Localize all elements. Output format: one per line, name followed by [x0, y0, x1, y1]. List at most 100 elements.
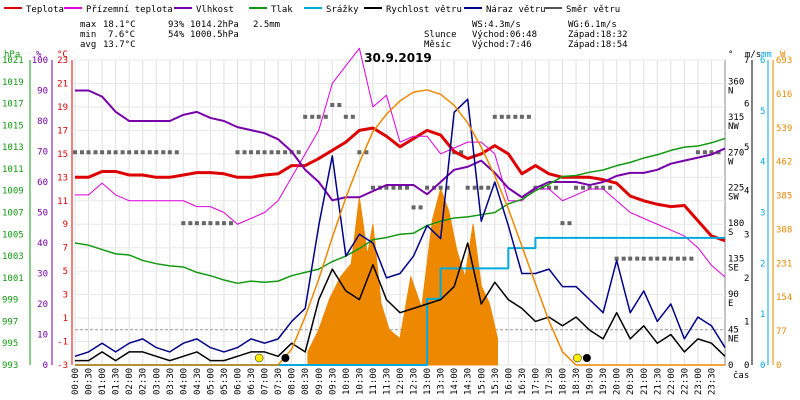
wind-dir-point	[249, 150, 254, 155]
wind-dir-point	[608, 185, 613, 190]
wind-dir-point	[486, 185, 491, 190]
x-tick-label: 06:30	[247, 368, 257, 395]
wind-dir-point	[655, 256, 660, 261]
dir-tick-name: W	[728, 157, 734, 167]
stat-avg-label: avg	[80, 40, 96, 50]
wind-dir-point	[479, 185, 484, 190]
wind-dir-point	[574, 185, 579, 190]
stat-min-press: 1000.5hPa	[190, 30, 239, 40]
x-tick-label: 20:00	[613, 368, 623, 395]
wind-dir-point	[256, 150, 261, 155]
dir-tick-name: S	[728, 228, 733, 238]
temp-tick-label: 5	[63, 267, 68, 277]
mm-tick-label: 1	[760, 310, 765, 320]
series-line-rychlost-větru	[75, 242, 726, 362]
x-tick-label: 18:00	[559, 368, 569, 395]
x-tick-label: 15:30	[491, 368, 501, 395]
wind-dir-point	[695, 150, 700, 155]
hpa-tick-label: 1007	[2, 209, 24, 219]
wind-dir-point	[228, 221, 233, 226]
x-tick-label: 21:00	[640, 368, 650, 395]
legend-label: Srážky	[326, 5, 359, 15]
x-tick-label: 03:00	[152, 368, 162, 395]
wind-dir-point	[269, 150, 274, 155]
wind-dir-point	[492, 114, 497, 119]
wind-dir-point	[120, 150, 125, 155]
wind-dir-point	[140, 150, 145, 155]
wind-dir-point	[567, 221, 572, 226]
series-line-přízemní-teplota	[75, 47, 726, 278]
temp-tick-label: -1	[57, 338, 68, 348]
unit-label-mm: mm	[761, 50, 772, 60]
wind-dir-point	[100, 150, 105, 155]
wind-dir-point	[641, 256, 646, 261]
x-tick-label: 10:30	[355, 368, 365, 395]
wind-dir-point	[174, 150, 179, 155]
wind-dir-point	[215, 221, 220, 226]
unit-label-hum: %	[36, 50, 42, 60]
wpm-tick-label: 154	[776, 293, 792, 303]
wind-dir-point	[709, 150, 714, 155]
wind-dir-point	[445, 185, 450, 190]
grid	[74, 59, 726, 366]
moon-marker	[281, 354, 290, 362]
sun-set: Západ:18:32	[568, 30, 628, 40]
x-tick-label: 07:30	[274, 368, 284, 395]
hum-tick-label: 10	[37, 331, 48, 341]
legend-label: Náraz větru	[486, 5, 546, 15]
x-tick-label: 14:00	[450, 368, 460, 395]
moon-rise: Východ:7:46	[472, 40, 532, 50]
ms-tick-label: 5	[744, 143, 749, 153]
ms-tick-label: 7	[744, 56, 749, 66]
wind-dir-point	[370, 185, 375, 190]
series-line-tlak	[74, 137, 726, 285]
x-tick-label: 06:00	[234, 368, 244, 395]
wpm-tick-label: 231	[776, 259, 792, 269]
wind-dir-point	[343, 114, 348, 119]
hum-tick-label: 60	[37, 178, 48, 188]
legend-label: Přízemní teplota	[86, 5, 173, 15]
temp-tick-label: 7	[63, 244, 68, 254]
stat-max-label: max	[80, 20, 97, 30]
wind-dir-point	[472, 185, 477, 190]
wind-dir-point	[188, 221, 193, 226]
wind-dir-point	[113, 150, 118, 155]
wind-dir-point	[601, 185, 606, 190]
unit-label-ms: m/s	[745, 50, 761, 60]
x-tick-label: 08:00	[288, 368, 298, 395]
hum-tick-label: 20	[37, 300, 48, 310]
ms-tick-label: 3	[744, 230, 749, 240]
wind-dir-point	[662, 256, 667, 261]
wind-dir-point	[73, 150, 77, 155]
hpa-tick-label: 1017	[2, 100, 24, 110]
wind-dir-point	[80, 150, 84, 155]
hpa-tick-label: 1013	[2, 143, 24, 153]
moon-set: Západ:18:54	[568, 40, 628, 50]
temp-tick-label: 19	[57, 103, 68, 113]
hpa-tick-label: 1001	[2, 274, 24, 284]
wind-dir-point	[628, 256, 633, 261]
mm-tick-label: 3	[760, 209, 765, 219]
hum-tick-label: 40	[37, 239, 48, 249]
dir-tick-name: E	[728, 299, 733, 309]
unit-label-dir: °	[728, 50, 733, 60]
x-tick-label: 16:00	[504, 368, 514, 395]
wind-dir-point	[303, 114, 308, 119]
legend-label: Teplota	[26, 5, 64, 15]
dir-tick-label: 270	[728, 148, 744, 158]
series-line-solar	[75, 89, 725, 366]
wpm-tick-label: 385	[776, 192, 792, 202]
wind-dir-point	[465, 185, 470, 190]
wpm-tick-label: 693	[776, 56, 792, 66]
wind-dir-point	[134, 150, 139, 155]
axes: 00:00 00:30 01:00 01:30 02:00 02:30 03:00 03:30…	[2, 50, 792, 395]
dir-tick-label: 225	[728, 184, 744, 194]
sun-marker	[254, 353, 264, 363]
mm-tick-label: 5	[760, 107, 765, 117]
dir-tick-label: 360	[728, 77, 744, 87]
temp-tick-label: 17	[57, 126, 68, 136]
x-tick-label: 04:00	[179, 368, 189, 395]
x-tick-label: 08:30	[301, 368, 311, 395]
wind-dir-point	[425, 185, 430, 190]
x-tick-label: 14:30	[464, 368, 474, 395]
